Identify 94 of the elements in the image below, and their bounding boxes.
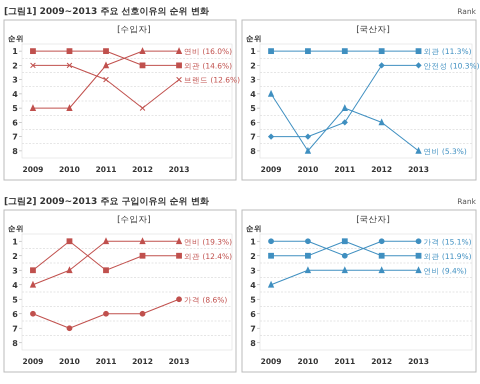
point <box>103 48 109 54</box>
point <box>378 238 385 244</box>
y-tick-label: 2 <box>12 252 18 261</box>
point <box>305 238 311 244</box>
point <box>342 266 348 274</box>
point <box>378 62 385 68</box>
y-tick-label: 1 <box>250 47 256 56</box>
point <box>342 48 348 54</box>
point <box>103 310 109 317</box>
chart-title: [국산자] <box>356 25 390 35</box>
point <box>30 310 36 317</box>
point <box>103 267 109 274</box>
y-tick-label: 6 <box>12 118 18 128</box>
point <box>305 252 311 259</box>
point <box>416 62 422 68</box>
point <box>305 134 311 140</box>
point <box>66 104 72 112</box>
text: [그림1] 2009~2013 주요 선호이유의 순위 변화 <box>4 7 209 17</box>
point <box>140 105 146 112</box>
y-tick-label: 7 <box>250 324 256 334</box>
chart-title: [수입자] <box>117 25 151 35</box>
point <box>176 252 182 259</box>
point <box>66 266 72 274</box>
point <box>378 266 385 274</box>
y-tick-label: 2 <box>250 61 256 70</box>
y-tick-label: 3 <box>250 76 256 85</box>
chart-title: [수입자] <box>117 215 151 225</box>
y-tick-label: 3 <box>250 266 256 276</box>
y-tick-label: 3 <box>12 76 18 85</box>
point <box>66 325 72 332</box>
y-tick-label: 5 <box>250 295 256 304</box>
point <box>342 252 348 259</box>
y-tick-label: 3 <box>12 266 18 276</box>
point <box>305 48 311 54</box>
y-tick-label: 7 <box>12 132 18 142</box>
point <box>30 48 36 54</box>
point <box>268 238 274 244</box>
y-tick-label: 8 <box>12 146 18 156</box>
point <box>66 48 72 54</box>
point <box>140 62 146 68</box>
point <box>140 252 146 259</box>
point <box>176 296 182 302</box>
y-tick-label: 4 <box>12 280 18 290</box>
y-tick-label: 2 <box>12 61 18 70</box>
y-tick-label: 8 <box>12 338 18 348</box>
point <box>30 104 36 112</box>
y-tick-label: 6 <box>250 118 256 128</box>
point <box>342 238 348 244</box>
text: [그림2] 2009~2013 주요 구입이유의 순위 변화 <box>4 197 209 207</box>
point <box>176 76 182 83</box>
point <box>305 266 311 274</box>
y-tick-label: 6 <box>12 310 18 319</box>
y-tick-label: 8 <box>250 146 256 156</box>
y-tick-label: 4 <box>250 90 256 99</box>
point <box>30 281 36 288</box>
point <box>140 48 146 54</box>
point <box>268 252 274 259</box>
point <box>416 238 422 244</box>
point <box>342 104 348 112</box>
y-tick-label: 5 <box>250 104 256 114</box>
y-tick-label: 2 <box>250 252 256 261</box>
point <box>66 62 72 68</box>
y-tick-label: 7 <box>12 324 18 334</box>
y-tick-label: 6 <box>250 310 256 319</box>
y-tick-label: 8 <box>250 338 256 348</box>
y-tick-label: 5 <box>12 295 18 304</box>
point <box>30 267 36 274</box>
point <box>103 62 109 68</box>
point <box>416 266 422 274</box>
point <box>176 62 182 68</box>
point <box>268 48 274 54</box>
point <box>378 48 385 54</box>
point <box>342 119 348 126</box>
point <box>176 48 182 54</box>
y-tick-label: 1 <box>12 47 18 56</box>
point <box>268 281 274 288</box>
y-tick-label: 7 <box>250 132 256 142</box>
point <box>176 238 182 244</box>
y-tick-label: 1 <box>250 237 256 246</box>
point <box>66 238 72 244</box>
point <box>103 238 109 244</box>
point <box>103 76 109 83</box>
chart-title: [국산자] <box>356 215 390 225</box>
point <box>416 48 422 54</box>
point <box>140 238 146 244</box>
point <box>416 252 422 259</box>
y-tick-label: 5 <box>12 104 18 114</box>
y-tick-label: 1 <box>12 237 18 246</box>
y-tick-label: 4 <box>12 90 18 99</box>
point <box>378 252 385 259</box>
point <box>140 310 146 317</box>
point <box>268 134 274 140</box>
y-tick-label: 4 <box>250 280 256 290</box>
point <box>30 62 36 68</box>
